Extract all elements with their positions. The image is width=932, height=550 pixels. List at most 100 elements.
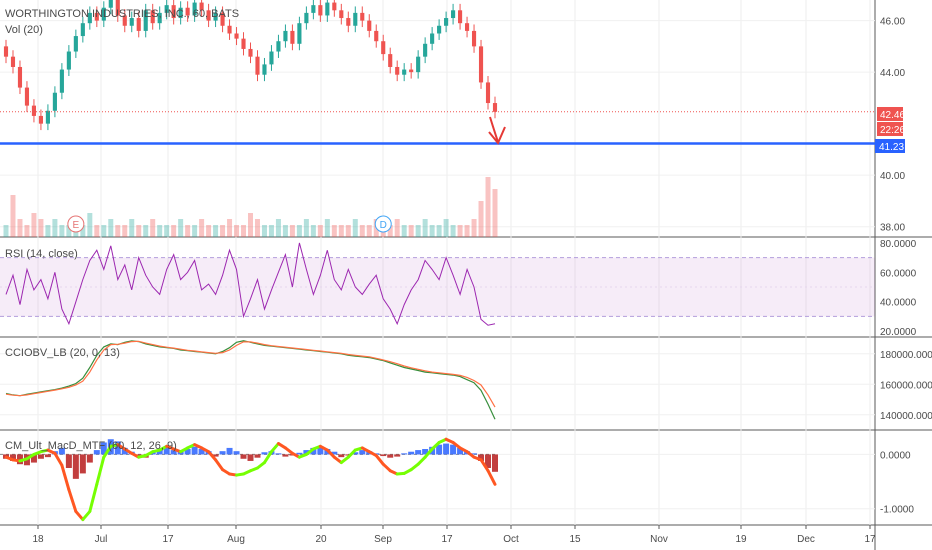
macd-line-segment [430, 440, 441, 451]
macd-histogram-bar [37, 454, 44, 459]
volume-bar [17, 219, 23, 237]
candle-body [248, 48, 253, 57]
volume-bar [143, 225, 149, 237]
countdown-label: 22:26 [880, 125, 905, 136]
candle-body [199, 2, 204, 11]
macd-histogram-bar [247, 454, 254, 461]
candle-body [283, 30, 288, 42]
candle-body [353, 12, 358, 26]
volume-bar [338, 225, 344, 237]
macd-group [0, 437, 498, 522]
macd-line-segment [346, 448, 357, 459]
event-marker-label: D [380, 220, 387, 231]
candle-body [304, 12, 309, 24]
macd-histogram-bar [317, 446, 324, 455]
macd-line-segment [53, 451, 64, 467]
volume-bar [408, 225, 414, 237]
volume-bar [254, 219, 260, 237]
volume-bar [122, 225, 128, 237]
rsi-band [0, 257, 875, 317]
volume-bar [185, 225, 191, 237]
volume-bar [101, 225, 107, 237]
volume-bar [213, 225, 219, 237]
candle-body [492, 103, 498, 112]
volume-bar [45, 225, 51, 237]
macd-histogram-bar [72, 454, 79, 479]
candle-body [423, 43, 428, 57]
macd-histogram-bar [471, 453, 478, 455]
macd-line-segment [102, 444, 113, 459]
support-line-group [0, 111, 875, 145]
candle-body [290, 30, 295, 44]
macd-line-segment [374, 454, 385, 466]
cciobv-lines [5, 340, 496, 420]
rsi-line [5, 242, 496, 326]
candle-body [346, 18, 351, 26]
macd-line-segment [269, 442, 280, 454]
candle-body [80, 23, 85, 37]
candle-body [143, 10, 148, 31]
volume-bar [457, 225, 463, 237]
macd-line-segment [479, 458, 490, 473]
macd-histogram-bar [254, 454, 261, 458]
volume-bar [275, 219, 281, 237]
volume-bar [492, 189, 498, 237]
volume-bar [310, 225, 316, 237]
cci-tick-label: 180000.0000 [880, 350, 932, 361]
volume-bar [227, 219, 233, 237]
volume-bar [296, 225, 302, 237]
countdown-label-bg [877, 122, 903, 136]
candle-body [409, 69, 414, 73]
volume-bar [268, 225, 274, 237]
candle-body [255, 56, 260, 75]
candle-body [402, 69, 407, 75]
macd-histogram-bar [233, 451, 240, 455]
volume-bar [450, 225, 456, 237]
volume-bar [38, 219, 44, 237]
macd-histogram-bar [387, 454, 394, 458]
current-price-label-bg [877, 107, 903, 121]
rsi-tick-label: 60.0000 [880, 268, 917, 279]
candle-body [395, 66, 400, 75]
volume-bar [429, 225, 435, 237]
macd-histogram-bar [198, 449, 205, 455]
x-tick-label: 17 [162, 534, 174, 545]
candle-body [3, 46, 9, 57]
x-tick-label: 15 [569, 534, 581, 545]
candle-body [437, 25, 442, 34]
volume-bar [157, 225, 163, 237]
macd-histogram-bar [30, 454, 37, 463]
macd-histogram-bar [184, 449, 191, 455]
x-tick-label: 17 [441, 534, 453, 545]
x-tick-label: Sep [374, 534, 392, 545]
volume-bar [345, 225, 351, 237]
macd-histogram-bar [338, 454, 345, 458]
candle-body [416, 56, 421, 73]
down-arrow-annotation [488, 116, 506, 145]
candle-body [171, 5, 176, 19]
volume-bar [331, 225, 337, 237]
price-title: WORTHINGTON INDUSTRIES, INC., 60, BATS [5, 8, 239, 20]
volume-bar [3, 225, 9, 237]
macd-histogram-bar [443, 443, 450, 455]
macd-line-segment [416, 455, 427, 466]
volume-bar [471, 219, 477, 237]
rsi-line-group [5, 242, 496, 326]
macd-line-segment [60, 463, 71, 492]
candle-body [318, 5, 323, 16]
candle-body [276, 41, 281, 52]
candle-body [451, 10, 456, 19]
volume-bar [366, 225, 372, 237]
volume-bar [359, 225, 365, 237]
macd-histogram-bar [408, 451, 415, 455]
volume-bar [234, 225, 240, 237]
volume-bar [206, 225, 212, 237]
candle-body [185, 7, 190, 16]
candle-body [485, 82, 491, 104]
volume-bar [164, 225, 170, 237]
macd-histogram-bar [135, 454, 142, 456]
volume-bar [422, 219, 428, 237]
x-tick-label: 19 [735, 534, 747, 545]
candle-body [325, 2, 330, 16]
